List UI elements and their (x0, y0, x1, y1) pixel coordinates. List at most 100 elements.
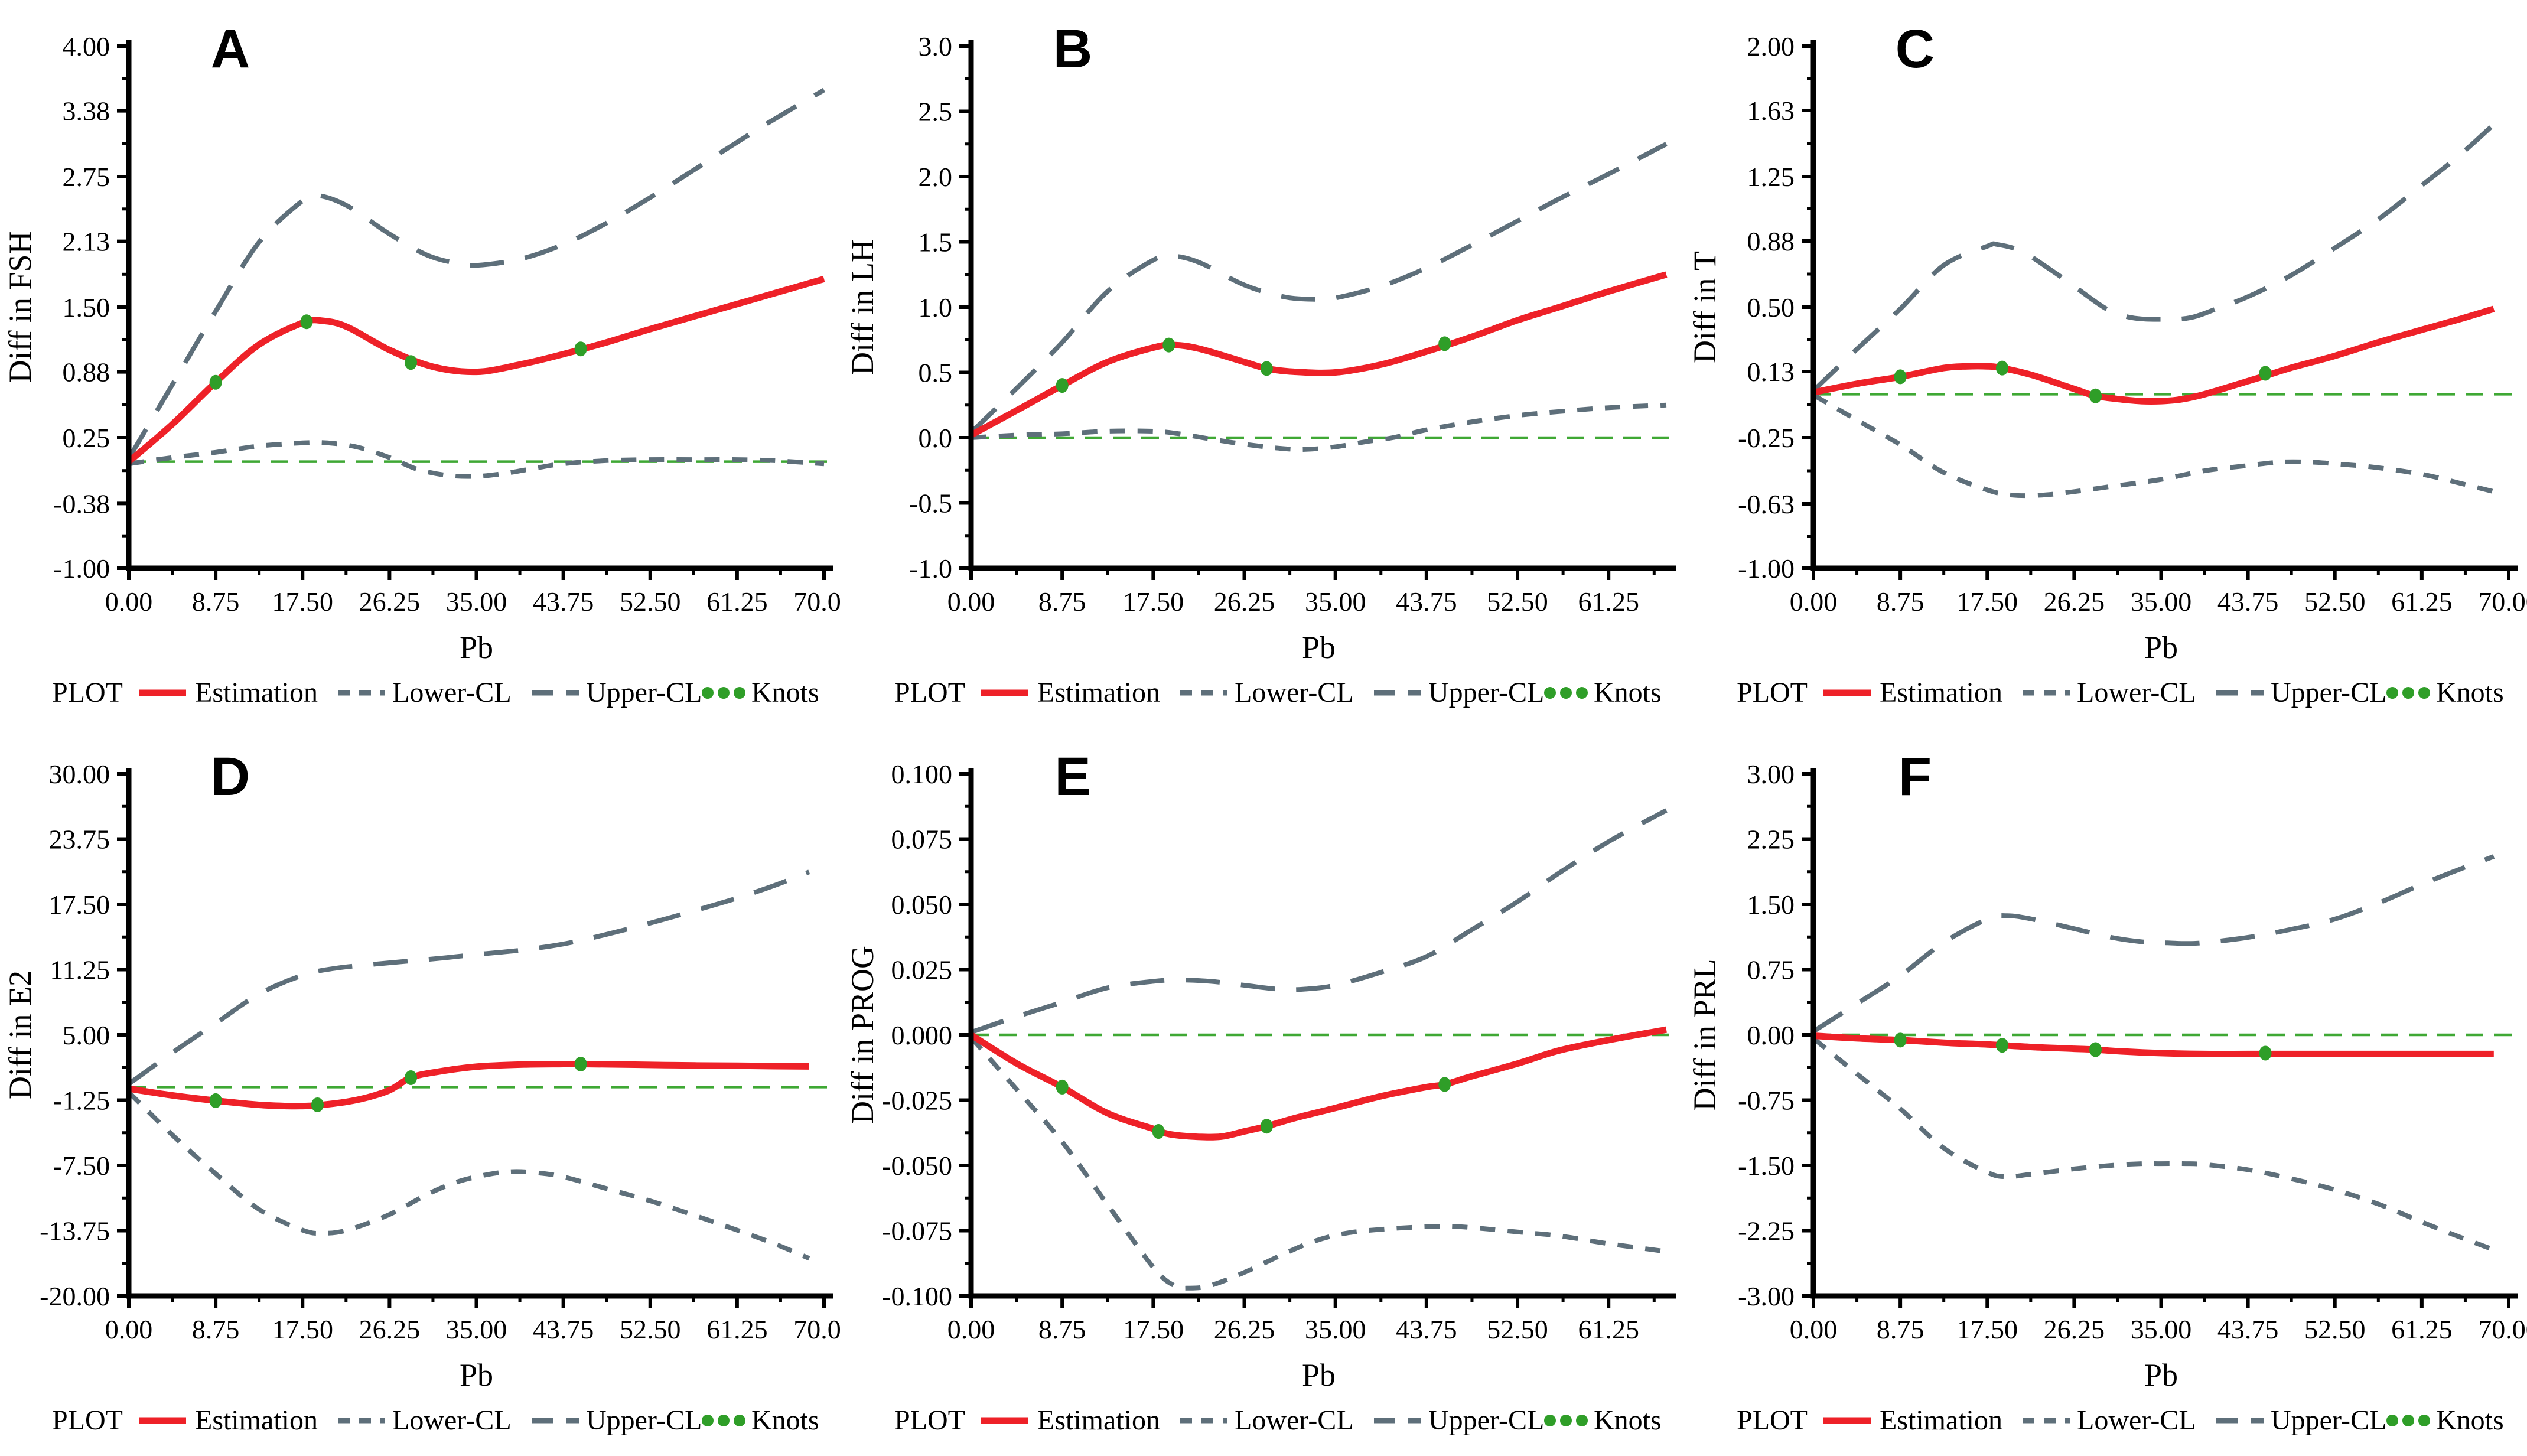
legend-knots-sample (718, 1415, 730, 1426)
y-tick-label: 4.00 (63, 31, 110, 61)
x-tick-label: 52.50 (2304, 1314, 2366, 1344)
legend-knots-sample (734, 687, 745, 699)
y-tick-label: 1.0 (919, 292, 953, 323)
y-tick-label: 17.50 (49, 890, 110, 920)
y-tick-label: 0.00 (1747, 1020, 1795, 1050)
y-tick-label: 2.13 (63, 227, 110, 257)
x-axis-label: Pb (2144, 1357, 2178, 1393)
legend-title: PLOT (52, 1405, 123, 1436)
y-axis-label: Diff in PROG (845, 946, 880, 1124)
legend-entry-label: Upper-CL (1428, 677, 1544, 708)
x-tick-label: 26.25 (359, 1314, 421, 1344)
x-tick-label: 0.00 (947, 587, 995, 617)
y-tick-label: 23.75 (49, 825, 110, 855)
legend: PLOT Estimation Lower-CL Upper-CL Knots (52, 1405, 819, 1436)
panel-e-plot: 0.100 0.075 0.050 0.025 0.000 -0.025 -0.050 -0.… (845, 747, 1676, 1436)
x-tick-label: 0.00 (105, 587, 153, 617)
upper-cl-line (126, 87, 826, 460)
knot-point (1995, 360, 2008, 376)
x-tick-label: 52.50 (620, 587, 681, 617)
legend-knots-sample (2402, 687, 2414, 699)
x-tick-label: 43.75 (533, 587, 594, 617)
estimation-line (128, 1060, 809, 1110)
knot-point (2089, 1042, 2102, 1057)
legend-entry-label: Estimation (195, 1405, 318, 1436)
legend-entry-label: Knots (2436, 1405, 2504, 1436)
y-tick-label: 2.0 (919, 162, 953, 192)
knot-point (1260, 1119, 1273, 1134)
panel-letter: C (1896, 19, 1935, 79)
panel-e: 0.100 0.075 0.050 0.025 0.000 -0.025 -0.050 -0.… (842, 728, 1685, 1456)
legend-knots-sample (718, 687, 730, 699)
panel-letter: F (1898, 747, 1932, 807)
lower-cl-line (971, 402, 1667, 452)
legend-knots-sample (1560, 687, 1572, 699)
x-axis-label: Pb (1302, 1357, 1336, 1393)
legend-knots-sample (1576, 1415, 1588, 1426)
y-tick-label: -20.00 (40, 1281, 110, 1311)
panel-d: 30.00 23.75 17.50 11.25 5.00 -1.25 -7.50 -13.75… (0, 728, 842, 1456)
estimation-line (969, 1026, 1667, 1141)
panel-b: 3.0 2.5 2.0 1.5 1.0 0.5 0.0 -0.5 -1.0 0.00 8.75 17.… (842, 0, 1685, 728)
x-tick-label: 35.00 (1305, 1314, 1366, 1344)
x-tick-label: 17.50 (1123, 1314, 1184, 1344)
knot-point (2259, 1045, 2272, 1061)
y-axis-label: Diff in T (1687, 251, 1722, 363)
y-tick-label: -1.25 (53, 1086, 110, 1116)
legend-knots-sample (2386, 1415, 2398, 1426)
y-tick-label: 5.00 (63, 1020, 110, 1050)
legend-knots-sample (2386, 687, 2398, 699)
upper-cl-line (1812, 122, 2496, 393)
x-tick-label: 8.75 (1038, 587, 1086, 617)
legend-title: PLOT (1737, 1405, 1808, 1436)
legend-knots-sample (2402, 1415, 2414, 1426)
panel-letter: A (211, 19, 250, 79)
x-tick-label: 61.25 (2391, 1314, 2453, 1344)
x-tick-label: 35.00 (2131, 1314, 2192, 1344)
panel-f: 3.00 2.25 1.50 0.75 0.00 -0.75 -1.50 -2.25 -3.00… (1685, 728, 2527, 1456)
knot-point (1438, 336, 1451, 351)
x-tick-label: 35.00 (446, 587, 507, 617)
y-tick-label: 0.50 (1747, 292, 1795, 323)
x-tick-label: 8.75 (192, 587, 240, 617)
y-tick-label: 0.88 (63, 357, 110, 387)
legend-entry-label: Estimation (1037, 1405, 1160, 1436)
legend-entry-label: Lower-CL (2077, 677, 2196, 708)
legend-knots-sample (702, 1415, 714, 1426)
x-tick-label: 8.75 (1877, 1314, 1924, 1344)
y-tick-label: 2.75 (63, 162, 110, 192)
knot-point (1894, 369, 1907, 385)
x-tick-label: 52.50 (1487, 1314, 1548, 1344)
x-tick-label: 61.25 (1578, 587, 1639, 617)
y-tick-label: 1.5 (919, 227, 953, 258)
y-tick-label: 0.75 (1747, 955, 1795, 985)
x-tick-label: 0.00 (105, 1314, 153, 1344)
y-tick-label: -1.50 (1738, 1151, 1795, 1181)
panel-f-plot: 3.00 2.25 1.50 0.75 0.00 -0.75 -1.50 -2.25 -3.00… (1687, 747, 2527, 1436)
legend: PLOT Estimation Lower-CL Upper-CL Knots (894, 1405, 1662, 1436)
y-tick-label: -0.38 (53, 488, 110, 519)
y-tick-label: -0.75 (1738, 1086, 1795, 1116)
legend-knots-sample (2418, 1415, 2430, 1426)
x-tick-label: 26.25 (2044, 1314, 2105, 1344)
x-axis-label: Pb (460, 630, 493, 665)
knot-point (311, 1097, 324, 1112)
knot-point (209, 374, 222, 390)
y-axis-label: Diff in LH (845, 239, 880, 375)
y-tick-label: 0.050 (891, 890, 953, 920)
y-tick-label: -1.00 (1738, 553, 1795, 584)
panel-a: 4.00 3.38 2.75 2.13 1.50 0.88 0.25 -0.38 -1.00 0.… (0, 0, 842, 728)
legend-title: PLOT (1737, 677, 1808, 708)
legend-entry-label: Lower-CL (392, 1405, 512, 1436)
legend-title: PLOT (52, 677, 123, 708)
y-tick-label: -0.25 (1738, 423, 1795, 453)
x-axis-label: Pb (2144, 630, 2178, 665)
x-tick-label: 61.25 (2391, 587, 2453, 617)
y-tick-label: 30.00 (49, 759, 110, 789)
y-tick-label: -0.5 (909, 488, 952, 519)
lower-cl-line (969, 1035, 1667, 1291)
x-tick-label: 61.25 (1578, 1314, 1639, 1344)
y-tick-label: 1.25 (1747, 162, 1795, 192)
estimation-line (1812, 305, 2495, 405)
y-tick-label: -0.100 (882, 1281, 952, 1311)
